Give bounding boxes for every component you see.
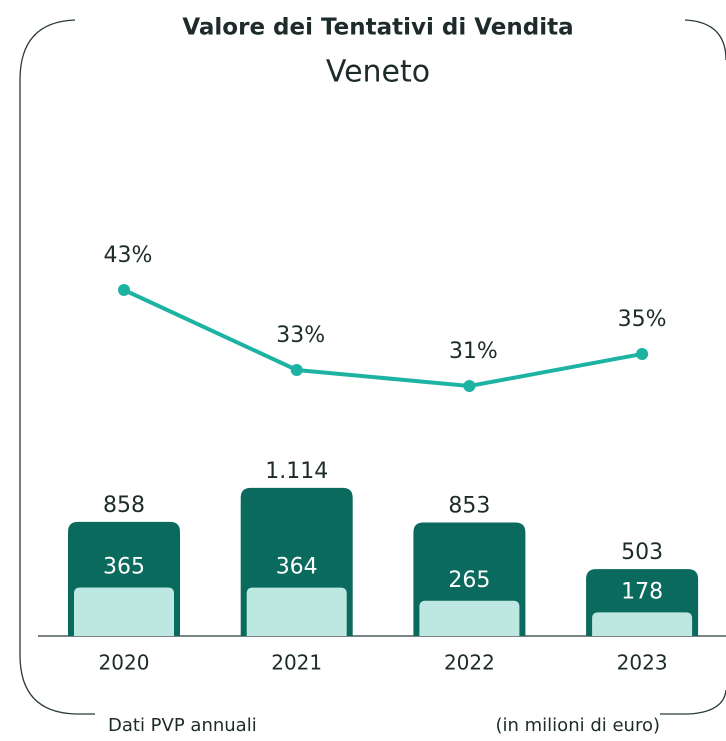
value-label: 364 xyxy=(276,555,318,580)
point xyxy=(118,284,130,296)
value-label: 33% xyxy=(276,323,325,348)
point xyxy=(290,364,303,376)
point xyxy=(636,348,649,360)
x-tick-label: 2020 xyxy=(99,651,150,675)
x-tick-label: 2023 xyxy=(617,651,668,675)
bar xyxy=(246,587,347,636)
value-label: 35% xyxy=(618,307,667,332)
x-tick-label: 2022 xyxy=(444,651,495,675)
footnote: Dati PVP annuali xyxy=(108,715,257,736)
value-label: 265 xyxy=(448,568,490,593)
chart-title: Valore dei Tentativi di Vendita xyxy=(182,15,573,41)
bar xyxy=(419,600,520,636)
value-label: 1.114 xyxy=(265,459,328,484)
line xyxy=(123,288,643,389)
value-label: 31% xyxy=(449,339,498,364)
bar xyxy=(592,612,693,636)
value-label: 853 xyxy=(448,494,490,519)
chart-subtitle: Veneto xyxy=(326,55,430,90)
footnote: (in milioni di euro) xyxy=(495,715,660,736)
value-label: 365 xyxy=(103,554,145,579)
value-label: 178 xyxy=(621,579,663,604)
frame-left xyxy=(19,19,95,715)
value-label: 503 xyxy=(621,540,663,565)
value-label: 43% xyxy=(104,243,153,268)
point xyxy=(463,380,476,392)
bar xyxy=(74,587,174,636)
x-tick-label: 2021 xyxy=(271,651,322,675)
value-label: 858 xyxy=(103,493,145,518)
